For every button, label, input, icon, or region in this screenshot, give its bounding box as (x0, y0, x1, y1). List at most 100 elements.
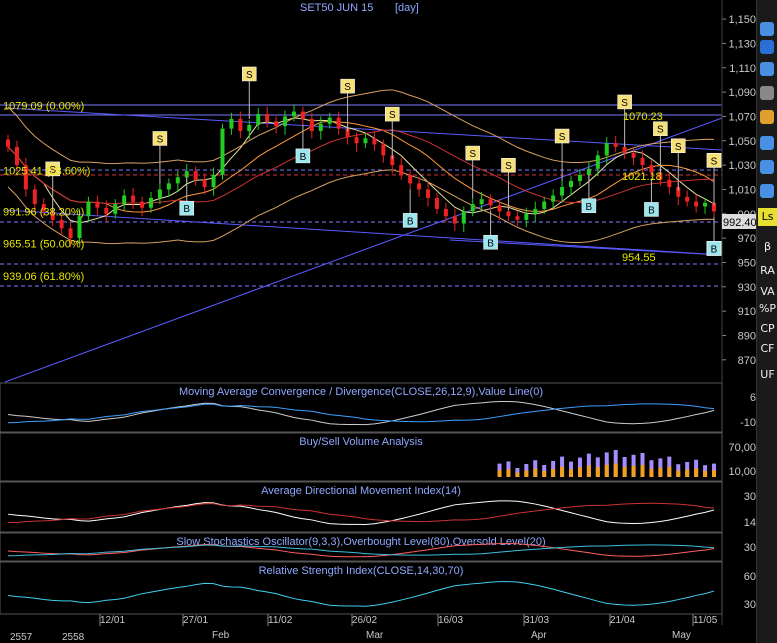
toolbar-button[interactable]: UF (758, 366, 777, 384)
buy-signal-label: B (648, 205, 655, 216)
toolbar-button[interactable]: RA (758, 262, 777, 280)
candle (203, 180, 207, 187)
y-tick-label: 1,150 (728, 14, 756, 26)
measure-icon[interactable] (760, 184, 774, 198)
volume-sell-bar (667, 467, 671, 477)
candle (453, 216, 457, 223)
candle (292, 112, 296, 117)
candle (185, 171, 189, 177)
panel-title: Relative Strength Index(CLOSE,14,30,70) (259, 565, 464, 577)
candle (569, 181, 573, 187)
chart-title: SET50 JUN 15 (300, 2, 373, 14)
volume-sell-bar (641, 465, 645, 477)
volume-sell-bar (498, 470, 502, 477)
candle (426, 189, 430, 198)
toolbar-button[interactable]: CF (758, 340, 777, 358)
candle (462, 211, 466, 223)
candle (149, 198, 153, 208)
chart-interval: [day] (395, 2, 419, 14)
date-label: 12/01 (100, 615, 125, 626)
sell-signal-label: S (711, 156, 718, 167)
volume-sell-bar (587, 465, 591, 477)
candle (15, 147, 19, 165)
panel-tick-label: 30 (744, 542, 756, 554)
buy-signal-label: B (586, 202, 593, 213)
pointer-icon[interactable] (760, 22, 774, 36)
draw-icon[interactable] (760, 86, 774, 100)
y-tick-label: 1,130 (728, 38, 756, 50)
candle (167, 183, 171, 189)
zoom-in-icon[interactable] (760, 136, 774, 150)
candle (578, 175, 582, 181)
candle (60, 220, 64, 229)
candle (95, 202, 99, 208)
candle (372, 138, 376, 144)
toolbar-button[interactable]: CP (758, 320, 777, 338)
candle (542, 202, 546, 209)
y-tick-label: 1,030 (728, 160, 756, 172)
month-label: May (672, 630, 691, 641)
volume-sell-bar (658, 468, 662, 477)
text-icon[interactable] (760, 110, 774, 124)
crosshair-icon[interactable] (760, 40, 774, 54)
panel-tick-label: -10 (740, 417, 756, 429)
toolbar-button[interactable]: Ls (758, 208, 777, 226)
date-label: 11/02 (268, 615, 293, 626)
panel-title: Moving Average Convergence / Divergence(… (179, 386, 543, 398)
candle (283, 116, 287, 126)
toolbar-button[interactable]: VA (758, 283, 777, 301)
candle (399, 165, 403, 175)
candle (33, 189, 37, 204)
candle (641, 158, 645, 165)
month-label: Apr (531, 630, 547, 641)
fib-level-label: 1079.09 (0.00%) (3, 100, 84, 112)
candle (694, 202, 698, 207)
candle (238, 119, 242, 131)
candle (524, 214, 528, 220)
fib-level-label: 965.51 (50.00%) (3, 239, 84, 251)
panel-tick-label: 70,00 (728, 442, 756, 454)
sell-signal-label: S (469, 149, 476, 160)
sell-signal-label: S (675, 142, 682, 153)
toolbar-button[interactable]: β (758, 238, 777, 256)
candle (176, 177, 180, 183)
volume-sell-bar (542, 471, 546, 477)
candle (632, 153, 636, 158)
buy-signal-label: B (407, 216, 414, 227)
volume-sell-bar (569, 469, 573, 477)
candle (614, 143, 618, 147)
candle (667, 180, 671, 187)
y-tick-label: 890 (738, 330, 756, 342)
candle (471, 204, 475, 211)
sell-signal-label: S (559, 132, 566, 143)
volume-sell-bar (623, 467, 627, 477)
candle (131, 196, 135, 202)
indicator-panel: Average Directional Movement Index(14) 30… (0, 482, 756, 532)
zoom-out-icon[interactable] (760, 160, 774, 174)
indicator-panel: Slow Stochastics Oscillator(9,3,3),Overb… (0, 533, 756, 561)
price-annotation: 1021.18 (622, 171, 662, 183)
buy-signal-label: B (711, 244, 718, 255)
volume-sell-bar (560, 467, 564, 477)
candle (69, 228, 73, 238)
volume-sell-bar (712, 470, 716, 477)
date-label: 27/01 (183, 615, 208, 626)
candle (587, 169, 591, 175)
candle (605, 143, 609, 155)
candle (122, 196, 126, 205)
volume-sell-bar (533, 469, 537, 477)
volume-sell-bar (632, 466, 636, 477)
volume-sell-bar (649, 469, 653, 477)
candle (489, 199, 493, 205)
year-label: 2557 (10, 632, 33, 643)
date-label: 16/03 (438, 615, 463, 626)
sell-signal-label: S (344, 82, 351, 93)
panel-tick-label: 10,00 (728, 466, 756, 478)
candle (498, 205, 502, 211)
volume-sell-bar (703, 471, 707, 477)
toolbar-sidebar: Ls β RA VA %P CP CF UF (756, 0, 777, 643)
candle (328, 118, 332, 124)
toolbar-button[interactable]: %P (758, 300, 777, 318)
pan-icon[interactable] (760, 62, 774, 76)
